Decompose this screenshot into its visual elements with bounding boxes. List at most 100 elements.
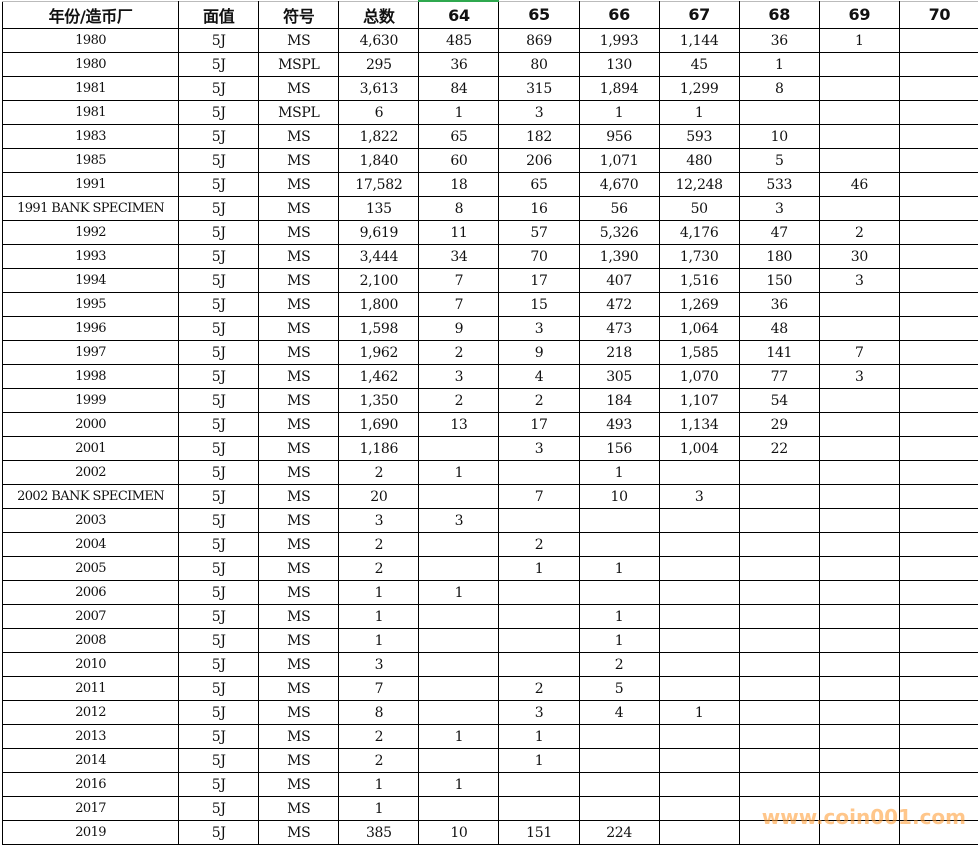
cell-total[interactable]: 2 <box>339 557 419 581</box>
cell-grade-64[interactable] <box>419 485 499 509</box>
cell-grade-68[interactable] <box>739 581 819 605</box>
cell-grade-65[interactable] <box>499 461 579 485</box>
cell-denomination[interactable]: 5J <box>179 29 259 53</box>
cell-grade-69[interactable]: 7 <box>819 341 899 365</box>
cell-total[interactable]: 2,100 <box>339 269 419 293</box>
cell-year-mint[interactable]: 1994 <box>3 269 179 293</box>
cell-denomination[interactable]: 5J <box>179 437 259 461</box>
cell-grade-68[interactable] <box>739 773 819 797</box>
cell-grade-66[interactable] <box>579 725 659 749</box>
cell-grade-64[interactable] <box>419 629 499 653</box>
cell-grade-69[interactable] <box>819 701 899 725</box>
cell-denomination[interactable]: 5J <box>179 725 259 749</box>
cell-total[interactable]: 2 <box>339 725 419 749</box>
cell-grade-68[interactable] <box>739 797 819 821</box>
cell-year-mint[interactable]: 2019 <box>3 821 179 845</box>
cell-grade-68[interactable]: 180 <box>739 245 819 269</box>
cell-grade-68[interactable]: 1 <box>739 53 819 77</box>
cell-grade-68[interactable]: 141 <box>739 341 819 365</box>
cell-year-mint[interactable]: 1983 <box>3 125 179 149</box>
cell-grade-65[interactable]: 3 <box>499 101 579 125</box>
cell-grade-70[interactable] <box>899 245 978 269</box>
cell-grade-67[interactable]: 1,299 <box>659 77 739 101</box>
cell-designation[interactable]: MS <box>259 149 339 173</box>
cell-total[interactable]: 1,690 <box>339 413 419 437</box>
cell-total[interactable]: 9,619 <box>339 221 419 245</box>
cell-grade-69[interactable] <box>819 653 899 677</box>
cell-year-mint[interactable]: 2012 <box>3 701 179 725</box>
cell-grade-70[interactable] <box>899 485 978 509</box>
cell-denomination[interactable]: 5J <box>179 293 259 317</box>
cell-grade-67[interactable]: 45 <box>659 53 739 77</box>
cell-grade-70[interactable] <box>899 77 978 101</box>
cell-year-mint[interactable]: 1997 <box>3 341 179 365</box>
cell-grade-69[interactable]: 2 <box>819 221 899 245</box>
cell-grade-69[interactable] <box>819 749 899 773</box>
cell-grade-65[interactable]: 869 <box>499 29 579 53</box>
cell-grade-64[interactable]: 34 <box>419 245 499 269</box>
cell-grade-67[interactable] <box>659 725 739 749</box>
cell-grade-66[interactable] <box>579 773 659 797</box>
cell-grade-68[interactable] <box>739 749 819 773</box>
cell-designation[interactable]: MS <box>259 485 339 509</box>
cell-grade-66[interactable]: 407 <box>579 269 659 293</box>
cell-denomination[interactable]: 5J <box>179 365 259 389</box>
cell-year-mint[interactable]: 1981 <box>3 77 179 101</box>
cell-grade-68[interactable]: 77 <box>739 365 819 389</box>
cell-grade-66[interactable]: 4 <box>579 701 659 725</box>
cell-total[interactable]: 3,444 <box>339 245 419 269</box>
cell-total[interactable]: 1 <box>339 773 419 797</box>
cell-designation[interactable]: MS <box>259 557 339 581</box>
cell-grade-66[interactable]: 1 <box>579 557 659 581</box>
cell-grade-64[interactable]: 18 <box>419 173 499 197</box>
cell-grade-69[interactable] <box>819 389 899 413</box>
cell-grade-66[interactable]: 956 <box>579 125 659 149</box>
cell-grade-65[interactable] <box>499 581 579 605</box>
cell-designation[interactable]: MS <box>259 389 339 413</box>
cell-denomination[interactable]: 5J <box>179 557 259 581</box>
cell-denomination[interactable]: 5J <box>179 485 259 509</box>
cell-year-mint[interactable]: 2016 <box>3 773 179 797</box>
cell-total[interactable]: 1,350 <box>339 389 419 413</box>
cell-designation[interactable]: MS <box>259 533 339 557</box>
cell-grade-69[interactable] <box>819 77 899 101</box>
cell-grade-64[interactable] <box>419 437 499 461</box>
cell-grade-64[interactable] <box>419 533 499 557</box>
cell-year-mint[interactable]: 1992 <box>3 221 179 245</box>
cell-grade-64[interactable]: 1 <box>419 725 499 749</box>
cell-total[interactable]: 1 <box>339 797 419 821</box>
cell-year-mint[interactable]: 2002 <box>3 461 179 485</box>
cell-total[interactable]: 1,462 <box>339 365 419 389</box>
cell-grade-68[interactable]: 54 <box>739 389 819 413</box>
cell-designation[interactable]: MS <box>259 77 339 101</box>
cell-grade-70[interactable] <box>899 317 978 341</box>
cell-grade-67[interactable] <box>659 509 739 533</box>
cell-grade-69[interactable] <box>819 605 899 629</box>
cell-grade-64[interactable]: 1 <box>419 101 499 125</box>
cell-total[interactable]: 295 <box>339 53 419 77</box>
cell-year-mint[interactable]: 2004 <box>3 533 179 557</box>
cell-grade-67[interactable] <box>659 797 739 821</box>
cell-grade-68[interactable]: 150 <box>739 269 819 293</box>
cell-grade-66[interactable]: 1 <box>579 605 659 629</box>
cell-grade-66[interactable]: 56 <box>579 197 659 221</box>
cell-total[interactable]: 1 <box>339 581 419 605</box>
cell-designation[interactable]: MSPL <box>259 53 339 77</box>
cell-denomination[interactable]: 5J <box>179 389 259 413</box>
cell-grade-67[interactable] <box>659 677 739 701</box>
cell-denomination[interactable]: 5J <box>179 797 259 821</box>
cell-grade-69[interactable] <box>819 773 899 797</box>
cell-grade-67[interactable]: 593 <box>659 125 739 149</box>
cell-designation[interactable]: MS <box>259 341 339 365</box>
cell-grade-70[interactable] <box>899 653 978 677</box>
cell-denomination[interactable]: 5J <box>179 461 259 485</box>
cell-grade-64[interactable]: 13 <box>419 413 499 437</box>
cell-grade-69[interactable] <box>819 461 899 485</box>
cell-designation[interactable]: MS <box>259 629 339 653</box>
cell-grade-67[interactable]: 1,585 <box>659 341 739 365</box>
cell-grade-70[interactable] <box>899 29 978 53</box>
cell-grade-65[interactable]: 17 <box>499 413 579 437</box>
cell-grade-70[interactable] <box>899 365 978 389</box>
cell-grade-70[interactable] <box>899 509 978 533</box>
cell-year-mint[interactable]: 2010 <box>3 653 179 677</box>
